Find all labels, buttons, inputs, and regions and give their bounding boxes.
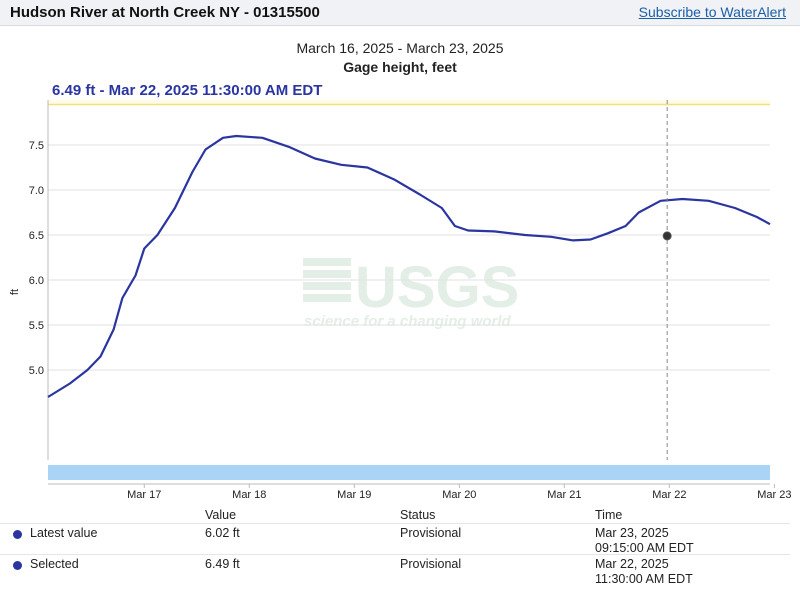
x-tick-label: Mar 19 xyxy=(337,489,371,501)
series-layer xyxy=(47,134,771,398)
usgs-logo-icon xyxy=(303,258,351,302)
legend-header-status: Status xyxy=(400,508,436,522)
y-axis-label: ft xyxy=(9,289,21,295)
legend-status: Provisional xyxy=(400,526,462,540)
series-dot-icon xyxy=(13,561,22,570)
y-tick-label: 7.0 xyxy=(29,185,44,197)
legend-time: Mar 23, 2025 09:15:00 AM EDT xyxy=(595,526,694,556)
legend-name: Selected xyxy=(30,557,79,571)
y-axis: 5.0 5.5 6.0 6.5 7.0 7.5 ft xyxy=(9,100,49,460)
grid-lines xyxy=(48,144,770,371)
legend-date: Mar 23, 2025 xyxy=(595,526,669,540)
x-tick-label: Mar 20 xyxy=(442,489,476,501)
x-tick-label: Mar 22 xyxy=(652,489,686,501)
site-title: Hudson River at North Creek NY - 0131550… xyxy=(10,4,320,21)
legend-status: Provisional xyxy=(400,557,462,571)
x-tick-label: Mar 18 xyxy=(232,489,266,501)
legend-header-row: Value Status Time xyxy=(0,507,790,523)
legend-header-time: Time xyxy=(595,508,623,522)
usgs-logo-text: USGS xyxy=(355,255,519,320)
y-tick-label: 7.5 xyxy=(29,140,44,152)
x-axis: Mar 17 Mar 18 Mar 19 Mar 20 Mar 21 Mar 22 Mar … xyxy=(48,483,792,501)
series-dot-icon xyxy=(13,530,22,539)
selected-point-readout: 6.49 ft - Mar 22, 2025 11:30:00 AM EDT xyxy=(52,82,323,99)
subscribe-wateralert-link[interactable]: Subscribe to WaterAlert xyxy=(638,4,786,20)
time-brush[interactable] xyxy=(48,465,770,480)
y-tick-label: 5.5 xyxy=(29,320,44,332)
y-tick-label: 6.0 xyxy=(29,275,44,287)
usgs-tagline: science for a changing world xyxy=(304,313,512,330)
gage-height-chart[interactable]: USGS science for a changing world 5.0 5.5… xyxy=(0,0,800,505)
legend-clock: 09:15:00 AM EDT xyxy=(595,541,694,555)
chart-date-range: March 16, 2025 - March 23, 2025 xyxy=(296,40,504,56)
threshold-area xyxy=(48,100,770,105)
legend-value: 6.02 ft xyxy=(205,526,240,540)
legend-row-selected: Selected 6.49 ft Provisional Mar 22, 202… xyxy=(0,554,790,587)
legend-clock: 11:30:00 AM EDT xyxy=(595,572,693,586)
legend-header-value: Value xyxy=(205,508,237,522)
chart-parameter-title: Gage height, feet xyxy=(343,59,457,75)
x-tick-label: Mar 17 xyxy=(127,489,161,501)
usgs-watermark: USGS science for a changing world xyxy=(303,255,519,330)
legend-name: Latest value xyxy=(30,526,98,540)
y-tick-label: 6.5 xyxy=(29,230,44,242)
brush-bar[interactable] xyxy=(48,465,770,480)
legend-value: 6.49 ft xyxy=(205,557,240,571)
selected-point-marker[interactable] xyxy=(662,231,672,241)
legend-date: Mar 22, 2025 xyxy=(595,557,669,571)
legend-row-latest: Latest value 6.02 ft Provisional Mar 23,… xyxy=(0,523,790,556)
legend-time: Mar 22, 2025 11:30:00 AM EDT xyxy=(595,557,693,587)
page-header: Hudson River at North Creek NY - 0131550… xyxy=(0,0,800,26)
legend-table: Value Status Time Latest value 6.02 ft P… xyxy=(0,507,790,587)
threshold-band xyxy=(48,100,770,106)
selection-cursor[interactable] xyxy=(662,100,672,460)
y-tick-label: 5.0 xyxy=(29,365,44,377)
x-tick-label: Mar 23 xyxy=(757,489,791,501)
x-tick-label: Mar 21 xyxy=(547,489,581,501)
gage-height-series-line xyxy=(47,134,771,398)
